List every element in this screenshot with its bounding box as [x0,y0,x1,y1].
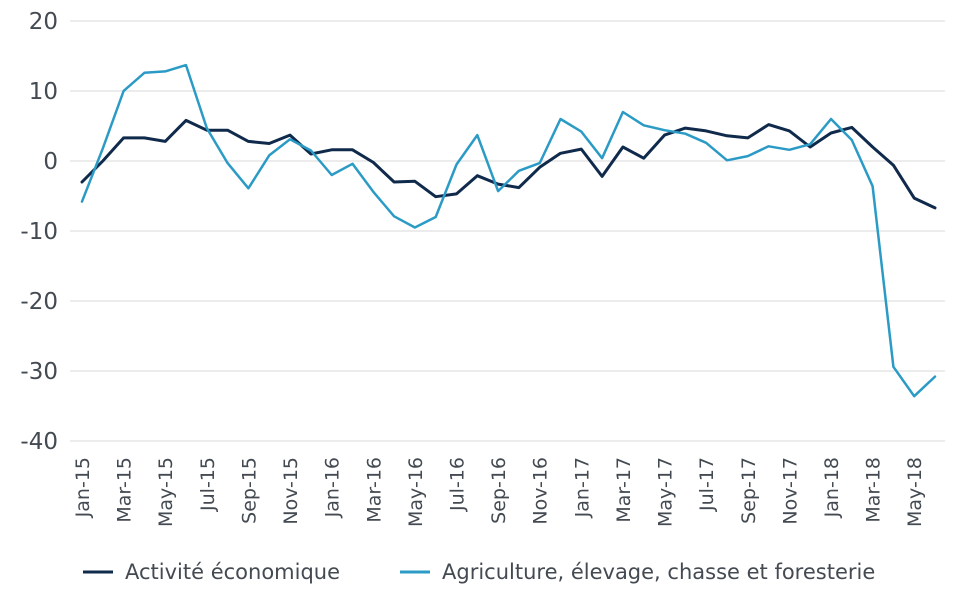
y-tick-label: -20 [20,289,58,315]
y-tick-label: -40 [20,429,58,455]
x-tick-label: Jul-15 [197,457,219,512]
x-tick-label: Sep-17 [738,457,760,524]
x-tick-label: Sep-15 [238,457,260,524]
x-tick-label: Nov-17 [779,457,801,525]
legend-label-1: Activité économique [125,560,340,584]
y-tick-label: 20 [29,9,58,35]
x-tick-label: May-18 [904,457,926,527]
series-lines [80,63,937,398]
series-line-1 [80,118,937,210]
x-tick-label: May-16 [405,457,427,527]
x-tick-label: May-17 [655,457,677,527]
x-tick-label: Jan-16 [322,457,344,518]
x-tick-label: Nov-16 [530,457,552,525]
legend-label-2: Agriculture, élevage, chasse et forester… [442,560,875,584]
gridlines [70,20,945,442]
x-tick-label: Jul-17 [696,457,718,512]
x-tick-label: Mar-17 [613,457,635,523]
x-tick-label: Sep-16 [488,457,510,524]
x-tick-label: May-15 [155,457,177,527]
x-axis-ticks: Jan-15 Mar-15 May-15 Jul-15 Sep-15 Nov-15 Jan-… [72,457,926,527]
legend: Activité économique Agriculture, élevage,… [83,560,875,584]
x-tick-label: Jan-15 [72,457,94,518]
x-tick-label: Nov-15 [280,457,302,525]
x-tick-label: Jul-16 [446,457,468,512]
y-tick-label: 10 [29,79,58,105]
x-tick-label: Mar-18 [863,457,885,523]
y-tick-label: -10 [20,219,58,245]
x-tick-label: Mar-15 [114,457,136,523]
x-tick-label: Mar-16 [363,457,385,523]
y-tick-label: 0 [43,149,58,175]
y-tick-label: -30 [20,359,58,385]
x-tick-label: Jan-18 [821,457,843,518]
y-axis-ticks: 20 10 0 -10 -20 -30 -40 [20,9,58,455]
x-tick-label: Jan-17 [571,457,593,518]
series-line-2 [80,63,937,398]
